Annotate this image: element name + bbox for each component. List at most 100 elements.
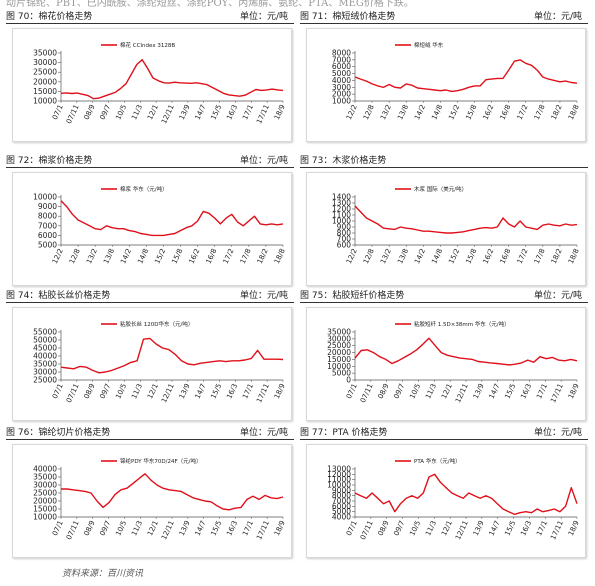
y-tick-label: 1300: [332, 199, 351, 208]
x-tick-label: 11/3: [130, 382, 144, 400]
x-tick-label: 17/11: [255, 519, 271, 541]
figure-title: 图 71：棉短绒价格走势: [300, 12, 396, 22]
x-tick-label: 18/9: [567, 519, 581, 537]
y-tick-label: 1200: [332, 205, 351, 214]
series-line: [61, 473, 284, 511]
x-tick-label: 17/1: [535, 519, 549, 537]
chart-box: 5000 6000 7000 8000 9000 10000 12/2 12/8 13/2 13/…: [12, 172, 292, 286]
x-tick-label: 09/7: [392, 382, 406, 400]
x-tick-label: 07/11: [65, 103, 81, 125]
y-tick-label: 5000: [332, 69, 351, 78]
y-tick-label: 8000: [332, 491, 351, 500]
legend-label: PTA 华东（元/吨）: [414, 457, 461, 465]
x-tick-label: 16/3: [519, 382, 533, 400]
y-tick-label: 20000: [33, 497, 57, 506]
chart-box: 10000 15000 20000 25000 30000 35000 40000 07/1 0…: [12, 444, 292, 558]
y-tick-label: 1000: [332, 217, 351, 226]
x-tick-label: 18/9: [567, 382, 581, 400]
line-chart: 4000500060007000800090001000011000120001…: [327, 457, 581, 541]
series-line: [60, 200, 284, 237]
x-tick-label: 12/8: [362, 247, 376, 265]
x-tick-label: 18/9: [273, 519, 287, 537]
x-tick-label: 08/9: [83, 519, 97, 537]
x-tick-label: 11/3: [130, 103, 144, 121]
y-tick-label: 25000: [33, 376, 57, 385]
x-tick-label: 07/1: [345, 382, 359, 400]
x-tick-label: 12/11: [160, 103, 176, 125]
x-tick-label: 17/11: [255, 103, 271, 125]
y-tick-label: 11000: [327, 475, 351, 484]
y-tick-label: 35000: [327, 328, 351, 337]
x-tick-label: 13/2: [85, 247, 99, 265]
x-tick-label: 18/8: [273, 247, 287, 265]
figure-title: 图 72：棉浆价格走势: [6, 156, 93, 166]
x-tick-label: 09/7: [392, 519, 406, 537]
figure-title: 图 73：木浆价格走势: [300, 156, 387, 166]
x-tick-label: 15/5: [209, 382, 223, 400]
y-tick-label: 30000: [33, 481, 57, 490]
intro-text: 动片锦纶、PBT、已内酰胺、涤纶短丝、涤纶POY、丙烯腈、氨纶、PTA、MEG价…: [6, 0, 414, 9]
x-tick-label: 17/8: [533, 247, 547, 265]
x-tick-label: 12/11: [160, 519, 176, 541]
y-tick-label: 900: [337, 223, 352, 232]
legend-label: 棉花 CCIndex 3128B: [120, 41, 175, 49]
y-tick-label: 10000: [33, 513, 57, 522]
x-tick-label: 08/9: [377, 519, 391, 537]
legend-label: 棉短绒 华东: [414, 41, 444, 49]
x-tick-label: 09/7: [98, 103, 112, 121]
y-tick-label: 20000: [33, 77, 57, 86]
x-tick-label: 18/8: [567, 247, 581, 265]
y-tick-label: 5000: [332, 369, 351, 378]
series-line: [60, 337, 284, 374]
x-tick-label: 17/8: [239, 247, 253, 265]
legend-label: 锦纶PDY 华东70D/24F（元/吨）: [120, 457, 201, 465]
x-tick-label: 13/9: [472, 382, 486, 400]
x-tick-label: 07/11: [359, 382, 375, 404]
y-tick-label: 10000: [327, 362, 351, 371]
x-tick-label: 17/1: [535, 382, 549, 400]
x-tick-label: 15/8: [170, 247, 184, 265]
unit-label: 单位：元/吨: [533, 428, 582, 438]
x-tick-label: 12/1: [440, 519, 454, 537]
x-tick-label: 16/8: [205, 247, 219, 265]
x-tick-label: 07/1: [51, 382, 65, 400]
y-tick-label: 35000: [33, 360, 57, 369]
figure-header: 图 71：棉短绒价格走势 单位：元/吨: [300, 8, 588, 22]
x-tick-label: 15/5: [209, 103, 223, 121]
unit-label: 单位：元/吨: [239, 291, 288, 301]
y-tick-label: 8000: [332, 49, 351, 58]
y-tick-label: 45000: [33, 344, 57, 353]
x-tick-label: 09/7: [98, 382, 112, 400]
x-tick-label: 13/9: [178, 103, 192, 121]
x-tick-label: 15/5: [503, 519, 517, 537]
figure-header: 图 73：木浆价格走势: [300, 152, 588, 166]
figure-header: 图 76：锦纶切片价格走势 单位：元/吨: [6, 424, 294, 438]
y-tick-label: 20000: [327, 348, 351, 357]
x-tick-label: 13/2: [379, 103, 393, 121]
y-tick-label: 50000: [33, 336, 57, 345]
y-tick-label: 2000: [332, 90, 351, 99]
x-tick-label: 16/8: [499, 103, 513, 121]
x-tick-label: 18/2: [550, 247, 564, 265]
y-tick-label: 30000: [327, 334, 351, 343]
series-line: [354, 337, 578, 366]
x-tick-label: 12/8: [68, 247, 82, 265]
x-tick-label: 15/8: [464, 103, 478, 121]
x-tick-label: 13/8: [396, 247, 410, 265]
x-tick-label: 13/9: [178, 519, 192, 537]
y-tick-label: 40000: [33, 352, 57, 361]
figure-header: 图 70：棉花价格走势 单位：元/吨: [6, 8, 294, 22]
x-tick-label: 17/1: [241, 103, 255, 121]
y-tick-label: 40000: [33, 465, 57, 474]
y-tick-label: 700: [337, 235, 352, 244]
x-tick-label: 12/2: [51, 247, 65, 265]
x-tick-label: 16/3: [225, 519, 239, 537]
y-tick-label: 30000: [33, 58, 57, 67]
x-tick-label: 14/7: [488, 382, 502, 400]
